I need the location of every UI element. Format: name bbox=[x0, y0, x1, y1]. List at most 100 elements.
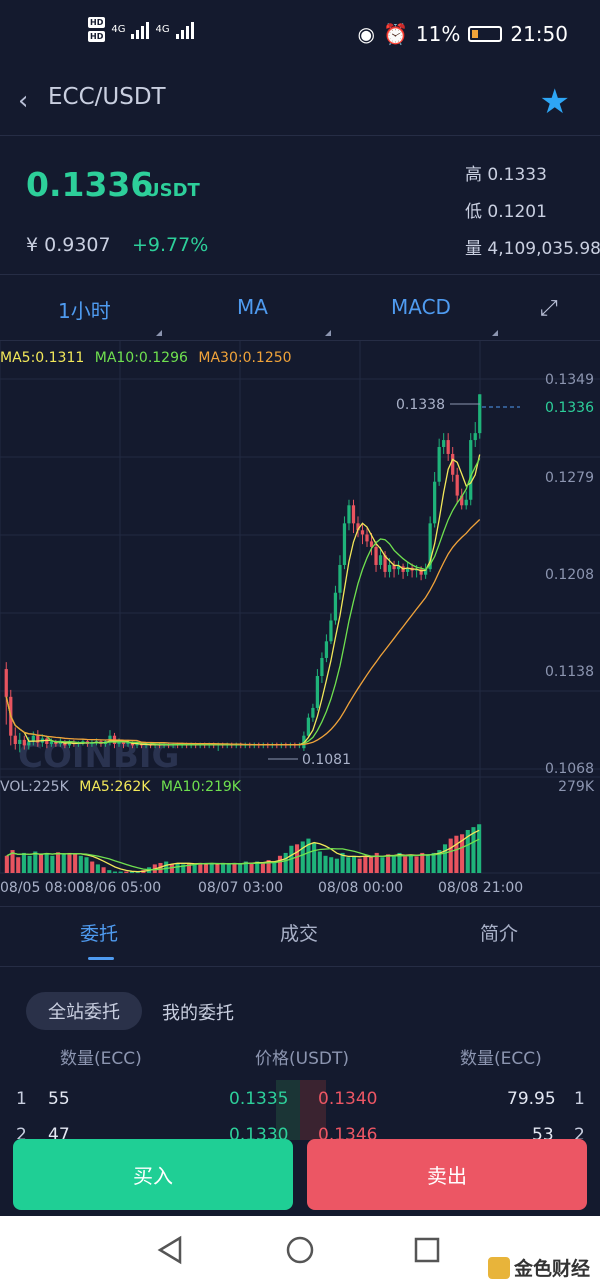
volume-bar bbox=[357, 858, 362, 873]
candle-body bbox=[18, 739, 22, 745]
volume-bar bbox=[61, 854, 66, 873]
my-orders-toggle[interactable]: 我的委托 bbox=[162, 1003, 234, 1024]
candle-body bbox=[424, 569, 428, 575]
tab-intro[interactable]: 简介 bbox=[480, 923, 519, 945]
volume-bar bbox=[226, 864, 231, 873]
volume-bar bbox=[135, 871, 140, 873]
clock: 21:50 bbox=[510, 22, 568, 46]
volume-value: 4,109,035.98 bbox=[487, 239, 600, 259]
volume-bar bbox=[221, 862, 226, 873]
table-row[interactable]: 2 47 0.1330 0.1346 53 2 bbox=[0, 1125, 600, 1139]
volume-bar bbox=[442, 844, 448, 873]
sell-button[interactable]: 卖出 bbox=[307, 1139, 587, 1210]
candle-body bbox=[387, 564, 392, 572]
divider bbox=[0, 340, 600, 341]
volume-bar bbox=[397, 852, 402, 873]
all-orders-toggle[interactable]: 全站委托 bbox=[26, 992, 142, 1030]
candle-body bbox=[320, 657, 324, 677]
time-tick: 08/06 05:00 bbox=[76, 880, 161, 896]
indicator-selector[interactable]: MA bbox=[237, 295, 268, 319]
candle-body bbox=[58, 741, 62, 745]
candle-body bbox=[49, 741, 53, 745]
volume-bar bbox=[454, 835, 459, 873]
volume-bar bbox=[181, 864, 186, 873]
ma5-line bbox=[5, 454, 481, 746]
star-icon[interactable]: ★ bbox=[539, 82, 570, 122]
volume-max-tick: 279K bbox=[558, 779, 595, 795]
ask-qty: 53 bbox=[532, 1125, 554, 1139]
volume-bar bbox=[158, 862, 163, 873]
candle-body bbox=[315, 676, 320, 708]
volume-bar bbox=[124, 871, 129, 873]
tab-trades[interactable]: 成交 bbox=[280, 923, 319, 945]
min-price-label: 0.1081 bbox=[302, 752, 351, 768]
volume-bar bbox=[260, 862, 265, 873]
candle bbox=[342, 516, 347, 570]
time-tick: 08/08 00:00 bbox=[318, 880, 403, 896]
interval-selector[interactable]: 1小时 bbox=[58, 299, 111, 323]
volume-bar bbox=[414, 856, 419, 873]
signal-icon bbox=[175, 21, 194, 39]
candle bbox=[58, 738, 62, 747]
volume-bar bbox=[380, 857, 385, 873]
volume-bar bbox=[38, 854, 44, 873]
vol-legend: VOL:225K bbox=[0, 779, 69, 795]
candle bbox=[27, 737, 31, 750]
home-nav-icon[interactable] bbox=[270, 1216, 330, 1283]
volume-bar bbox=[295, 844, 300, 873]
volume-bar bbox=[391, 855, 396, 873]
expand-icon[interactable]: ⤢ bbox=[540, 296, 558, 321]
back-nav-icon[interactable] bbox=[142, 1216, 202, 1283]
candle-body bbox=[351, 505, 356, 524]
candle-body bbox=[455, 474, 459, 496]
volume-bar bbox=[363, 855, 368, 873]
high-label: 高 bbox=[465, 165, 482, 185]
candle bbox=[424, 563, 428, 579]
battery-icon bbox=[468, 26, 503, 42]
candles bbox=[4, 394, 482, 753]
tab-orders[interactable]: 委托 bbox=[80, 923, 119, 945]
jinse-watermark: 金色财经 bbox=[488, 1254, 590, 1281]
candle bbox=[351, 499, 356, 534]
candle-body bbox=[437, 447, 441, 482]
candle-body bbox=[4, 669, 8, 697]
candle-body bbox=[31, 735, 35, 742]
sub-indicator-selector[interactable]: MACD bbox=[391, 295, 451, 319]
candle bbox=[392, 560, 396, 578]
candle bbox=[311, 703, 315, 722]
buy-button[interactable]: 买入 bbox=[13, 1139, 293, 1210]
candle bbox=[329, 613, 333, 645]
candle bbox=[297, 742, 301, 749]
volume-bar bbox=[471, 827, 476, 873]
volume-bar bbox=[203, 864, 209, 873]
current-price-tick: 0.1336 bbox=[545, 400, 594, 416]
candle-body bbox=[311, 707, 315, 718]
candle bbox=[13, 727, 17, 750]
candle bbox=[18, 732, 22, 753]
battery-percent: 11% bbox=[415, 22, 461, 46]
volume-bar bbox=[312, 842, 317, 873]
candle-body bbox=[442, 440, 446, 448]
price-unit: USDT bbox=[145, 180, 200, 201]
volume-bar bbox=[368, 857, 374, 873]
volume-legend: VOL:225K MA5:262K MA10:219K bbox=[0, 779, 241, 795]
candle bbox=[4, 662, 8, 725]
dropdown-icon bbox=[492, 330, 498, 336]
volume-bar bbox=[334, 858, 339, 873]
high-stat: 高 0.1333 bbox=[465, 160, 547, 185]
volume-bar bbox=[323, 855, 328, 873]
chevron-left-icon[interactable]: ‹ bbox=[18, 86, 29, 116]
candle bbox=[405, 562, 410, 577]
status-bar: HD HD 4G 4G ◉ ⏰ 11% 21:50 bbox=[0, 0, 600, 70]
candle bbox=[478, 394, 482, 439]
recents-nav-icon[interactable] bbox=[397, 1216, 457, 1283]
volume-bar bbox=[27, 855, 32, 873]
volume-bar bbox=[431, 852, 436, 873]
volume-bar bbox=[56, 852, 61, 873]
candle-body bbox=[356, 523, 360, 531]
kline-chart[interactable]: COINBIG 0.13490.13360.12790.12080.11380.… bbox=[0, 341, 600, 906]
candle-body bbox=[419, 569, 423, 575]
volume-bar bbox=[374, 852, 379, 873]
volume-bar bbox=[73, 853, 78, 873]
price-change: +9.77% bbox=[132, 234, 209, 256]
